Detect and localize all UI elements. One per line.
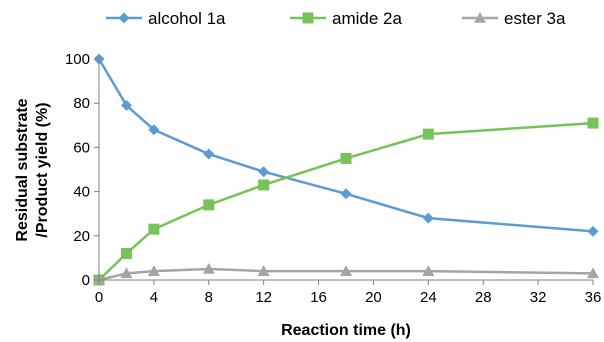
data-point-ester-3a bbox=[202, 262, 215, 274]
x-axis-title: Reaction time (h) bbox=[281, 322, 411, 339]
data-point-ester-3a bbox=[340, 265, 352, 276]
x-tick-label: 28 bbox=[475, 289, 492, 306]
legend-marker-alcohol-1a bbox=[118, 12, 130, 24]
data-point-alcohol-1a bbox=[340, 188, 352, 200]
data-point-ester-3a bbox=[257, 265, 270, 276]
series-alcohol-1a bbox=[93, 53, 599, 237]
legend-marker-ester-3a bbox=[474, 12, 486, 23]
data-point-amide-2a bbox=[120, 247, 132, 259]
x-tick-label: 16 bbox=[310, 289, 327, 306]
y-tick-label: 0 bbox=[82, 272, 90, 289]
legend-item-alcohol-1a: alcohol 1a bbox=[106, 9, 226, 28]
data-point-alcohol-1a bbox=[120, 99, 132, 111]
x-tick-label: 12 bbox=[255, 289, 272, 306]
data-point-alcohol-1a bbox=[587, 225, 599, 237]
series-line-amide-2a bbox=[98, 121, 594, 281]
data-point-amide-2a bbox=[340, 152, 352, 164]
legend-marker-amide-2a bbox=[302, 12, 314, 24]
x-tick-label: 0 bbox=[95, 289, 103, 306]
plot-area bbox=[93, 53, 599, 286]
y-tick-label: 40 bbox=[73, 184, 90, 201]
x-tick-label: 20 bbox=[365, 289, 382, 306]
y-tick-label: 20 bbox=[73, 228, 90, 245]
y-axis-title-line-2: /Product yield (%) bbox=[34, 102, 51, 237]
data-point-ester-3a bbox=[422, 265, 435, 276]
series-amide-2a bbox=[93, 117, 599, 286]
data-point-alcohol-1a bbox=[422, 212, 434, 224]
y-tick-label: 100 bbox=[65, 51, 90, 68]
x-tick-label: 4 bbox=[150, 289, 158, 306]
data-point-ester-3a bbox=[147, 265, 160, 276]
series-line-ester-3a bbox=[98, 267, 594, 282]
legend-label-alcohol-1a: alcohol 1a bbox=[148, 9, 226, 28]
series-line-alcohol-1a bbox=[97, 58, 594, 233]
legend-label-amide-2a: amide 2a bbox=[332, 9, 402, 28]
legend: alcohol 1a amide 2a ester 3a bbox=[106, 9, 566, 28]
y-tick-label: 80 bbox=[73, 95, 90, 112]
y-tick-label: 60 bbox=[73, 139, 90, 156]
data-point-alcohol-1a bbox=[258, 166, 270, 178]
legend-item-amide-2a: amide 2a bbox=[290, 9, 402, 28]
x-tick-label: 32 bbox=[530, 289, 547, 306]
data-point-alcohol-1a bbox=[203, 148, 215, 160]
x-tick-label: 8 bbox=[205, 289, 213, 306]
data-point-ester-3a bbox=[587, 267, 599, 279]
data-point-amide-2a bbox=[148, 223, 160, 235]
legend-label-ester-3a: ester 3a bbox=[504, 9, 566, 28]
data-point-ester-3a bbox=[120, 267, 133, 279]
data-point-amide-2a bbox=[203, 199, 215, 211]
data-point-amide-2a bbox=[587, 117, 599, 129]
series-ester-3a bbox=[93, 262, 599, 285]
axes: 0 20 40 60 80 100 0 4 8 12 16 20 24 28 32 36 bbox=[65, 51, 601, 306]
x-tick-label: 24 bbox=[420, 289, 437, 306]
legend-item-ester-3a: ester 3a bbox=[462, 9, 566, 28]
x-tick-label: 36 bbox=[585, 289, 602, 306]
y-axis-title-line-1: Residual substrate bbox=[14, 98, 31, 241]
data-point-amide-2a bbox=[422, 128, 434, 140]
data-point-amide-2a bbox=[258, 179, 270, 191]
data-point-alcohol-1a bbox=[148, 124, 160, 136]
